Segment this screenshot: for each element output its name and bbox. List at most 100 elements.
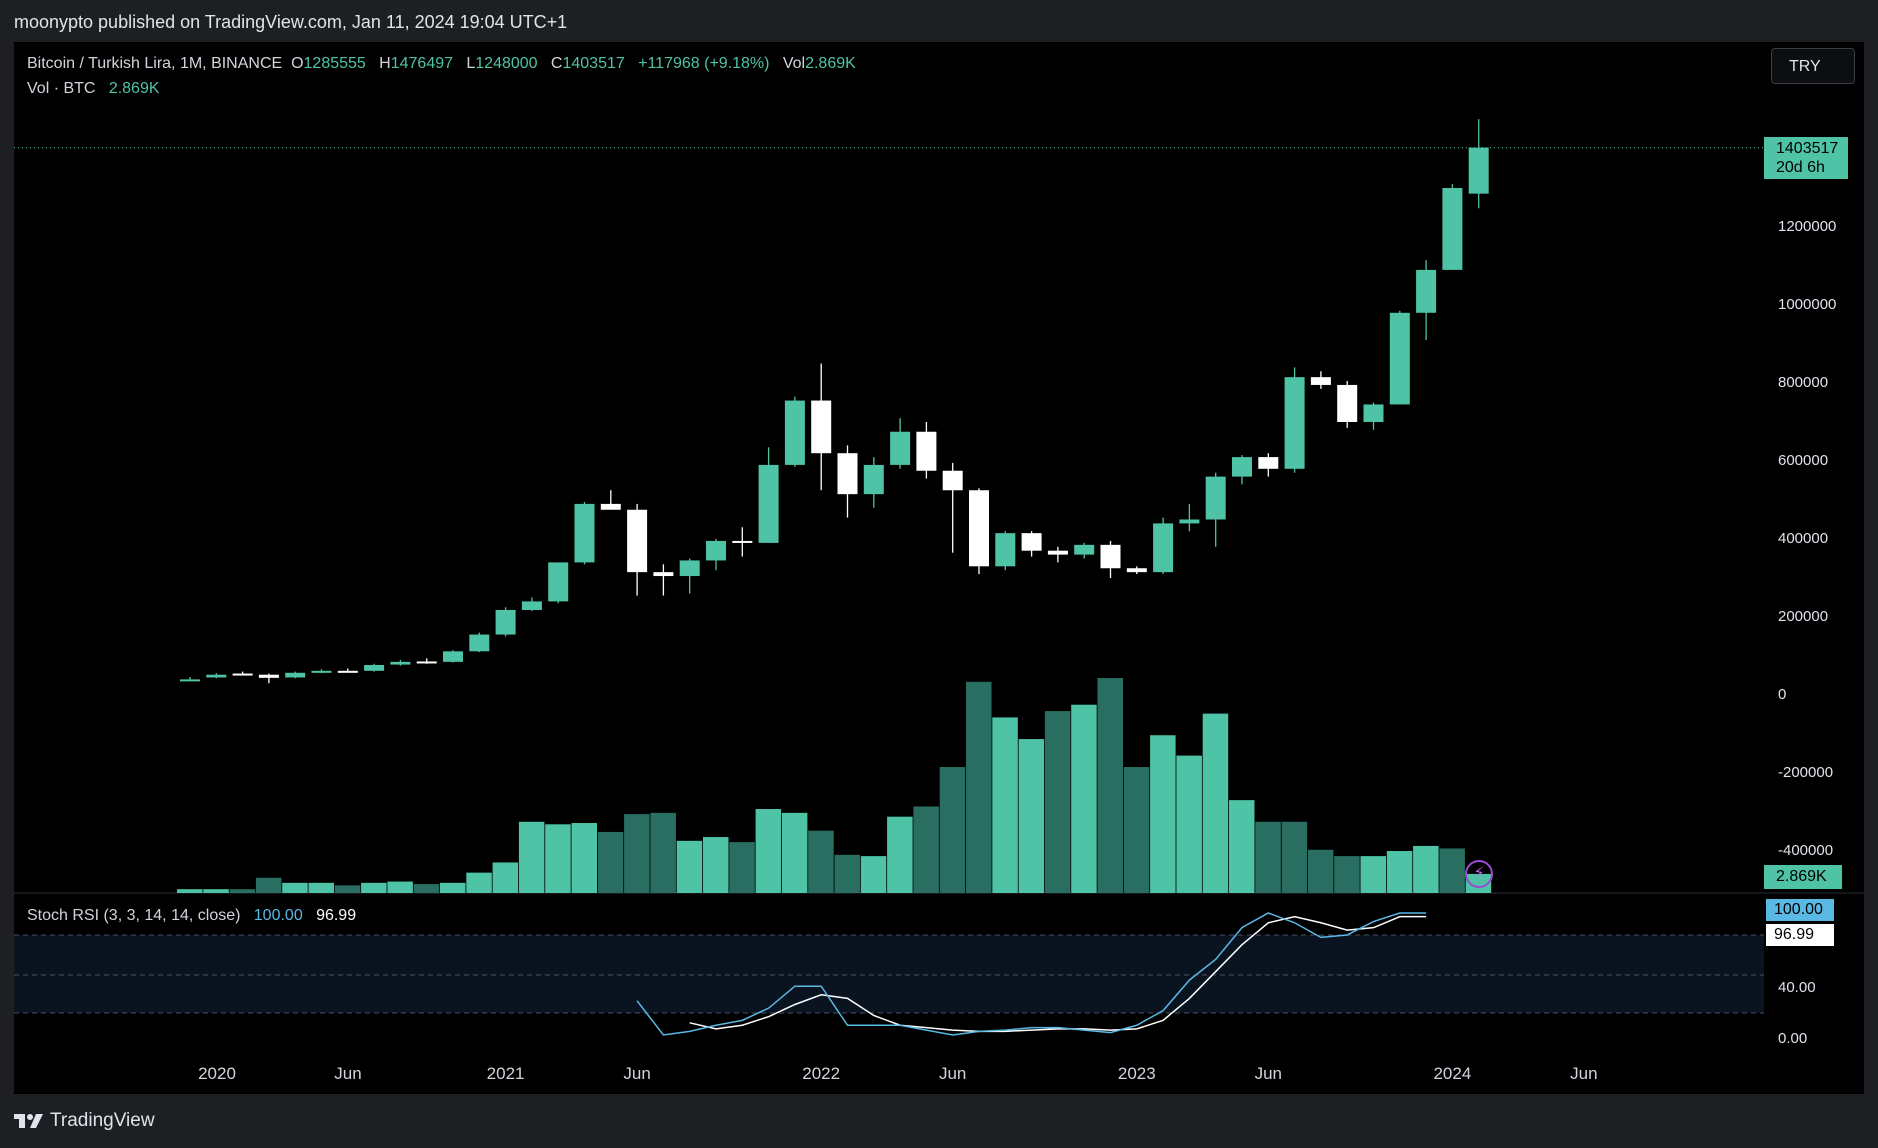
volume-bar <box>781 812 808 893</box>
candle-body <box>1442 188 1463 270</box>
chart-panel[interactable] <box>14 42 1864 1094</box>
change-value: +117968 (+9.18%) <box>638 55 770 72</box>
volume-indicator-value: 2.869K <box>108 80 160 97</box>
candle-body <box>416 661 437 664</box>
volume-bar <box>1071 704 1097 893</box>
time-axis-tick: 2020 <box>198 1064 236 1083</box>
price-axis-tick: 200000 <box>1778 608 1829 625</box>
volume-bar <box>334 885 361 893</box>
candle-body <box>232 673 253 676</box>
candle-body <box>390 661 411 665</box>
volume-bar <box>1123 767 1150 893</box>
candle-body <box>1284 377 1305 469</box>
time-axis-tick: Jun <box>1254 1064 1283 1083</box>
candle-body <box>469 634 490 652</box>
time-axis-tick: 2023 <box>1117 1064 1156 1083</box>
last-price-tag: 1403517 20d 6h <box>1764 137 1848 179</box>
volume-bar <box>939 767 966 893</box>
time-axis-tick: Jun <box>334 1064 362 1083</box>
volume-bar <box>545 824 571 893</box>
volume-bar <box>834 854 860 893</box>
currency-button[interactable]: TRY <box>1771 48 1855 84</box>
volume-bar <box>597 831 624 893</box>
candle-body <box>258 674 279 678</box>
volume-bar <box>703 837 729 893</box>
candle-body <box>758 464 779 543</box>
low-value: 1248000 <box>475 55 538 72</box>
candle-body <box>732 540 753 543</box>
time-axis-tick: Jun <box>938 1064 967 1083</box>
volume-bar <box>887 816 913 893</box>
volume-bar <box>1150 735 1176 893</box>
price-axis-tick: 400000 <box>1778 530 1829 547</box>
volume-bar <box>1255 821 1281 893</box>
tradingview-logo[interactable]: TradingView <box>14 1110 155 1132</box>
candle-body <box>1100 544 1121 569</box>
volume-bar <box>571 823 597 893</box>
symbol-label[interactable]: Bitcoin / Turkish Lira, 1M, BINANCE <box>27 55 283 72</box>
stoch-rsi-label[interactable]: Stoch RSI (3, 3, 14, 14, close) <box>27 907 241 924</box>
volume-bar <box>992 717 1018 893</box>
volume-bar <box>1281 821 1308 893</box>
stoch-d-value: 96.99 <box>316 907 357 924</box>
volume-bar <box>229 889 256 893</box>
price-axis-tick: 1200000 <box>1778 218 1837 235</box>
candle-body <box>1047 550 1068 555</box>
candle-body <box>706 540 726 561</box>
candle-body <box>995 533 1016 567</box>
price-axis-tick: 600000 <box>1778 452 1829 469</box>
volume-bar <box>177 889 203 893</box>
stoch-k-value: 100.00 <box>253 907 303 924</box>
price-axis-tick: 1000000 <box>1778 296 1837 313</box>
volume-bar <box>1044 711 1071 893</box>
volume-bar <box>755 809 782 893</box>
candle-body <box>311 670 332 673</box>
candle-body <box>443 651 463 662</box>
low-label: L <box>466 55 476 72</box>
volume-bar <box>440 882 466 893</box>
volume-bar <box>1229 800 1255 893</box>
bar-countdown: 20d 6h <box>1776 159 1825 176</box>
volume-indicator-label[interactable]: Vol · BTC <box>27 80 96 97</box>
volume-bar <box>1334 856 1360 893</box>
candle-body <box>1126 568 1147 573</box>
candle-body <box>1153 523 1174 573</box>
volume-bar <box>282 882 308 893</box>
open-value: 1285555 <box>303 55 366 72</box>
close-label: C <box>550 55 563 72</box>
rsi-axis-tick-0: 0.00 <box>1778 1030 1808 1047</box>
candle-body <box>1232 457 1252 477</box>
price-axis-tick: 800000 <box>1778 374 1829 391</box>
volume-bar <box>860 856 887 893</box>
candle-body <box>653 572 674 577</box>
chart-canvas[interactable] <box>14 42 1864 1094</box>
volume-bar <box>808 830 834 893</box>
candle-body <box>1021 533 1042 551</box>
candle-body <box>600 503 621 510</box>
volume-bar <box>1386 851 1413 893</box>
price-axis-tick: -200000 <box>1778 764 1834 781</box>
candle-body <box>1468 147 1489 194</box>
time-axis-tick: 2022 <box>802 1064 841 1083</box>
candle-body <box>1389 312 1410 405</box>
candle-body <box>548 562 569 602</box>
vol-value: 2.869K <box>805 55 856 72</box>
brand-text: TradingView <box>50 1110 155 1131</box>
candle-body <box>890 431 911 465</box>
open-label: O <box>291 55 304 72</box>
candle-body <box>837 453 858 495</box>
candle-body <box>364 664 385 671</box>
stoch-k-line <box>636 912 1427 1036</box>
candle-body <box>1179 519 1200 524</box>
candle-body <box>916 431 937 471</box>
candle-body <box>679 560 700 577</box>
volume-bar <box>255 877 282 893</box>
candle-body <box>206 674 227 678</box>
volume-bar <box>1360 856 1386 893</box>
candle-body <box>495 609 516 635</box>
lightning-icon[interactable]: ⚡ <box>1465 860 1493 888</box>
volume-bar <box>1018 739 1045 893</box>
volume-bar <box>203 889 229 893</box>
time-axis-tick: Jun <box>623 1064 651 1083</box>
volume-bar <box>1439 848 1465 893</box>
